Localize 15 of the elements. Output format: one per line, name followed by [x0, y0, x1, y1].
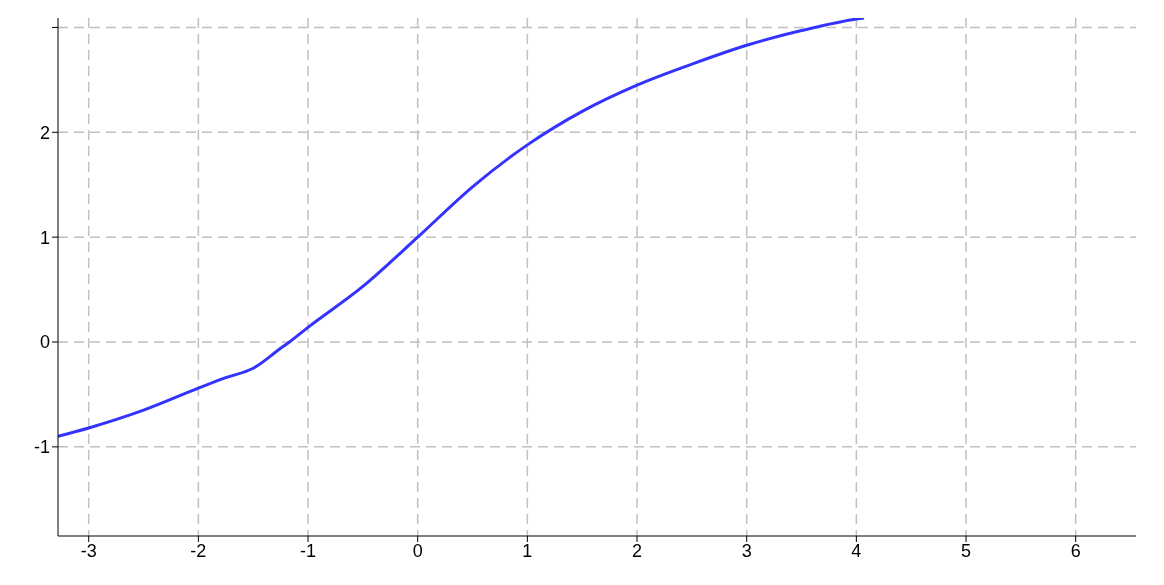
x-tick-label: -2: [190, 540, 207, 561]
y-tick-label: 1: [39, 227, 50, 248]
y-tick-label: -1: [33, 437, 50, 458]
x-tick-label: -1: [300, 540, 317, 561]
x-tick-label: 3: [741, 540, 752, 561]
x-tick-label: 2: [632, 540, 643, 561]
x-tick-label: 1: [522, 540, 533, 561]
y-tick-label: 2: [39, 122, 50, 143]
x-tick-label: 4: [851, 540, 862, 561]
line-series: [58, 18, 866, 438]
x-tick-label: 6: [1070, 540, 1081, 561]
x-tick-label: -3: [80, 540, 97, 561]
y-tick-label: 0: [39, 332, 50, 353]
x-tick-label: 0: [412, 540, 423, 561]
x-tick-label: 5: [961, 540, 972, 561]
